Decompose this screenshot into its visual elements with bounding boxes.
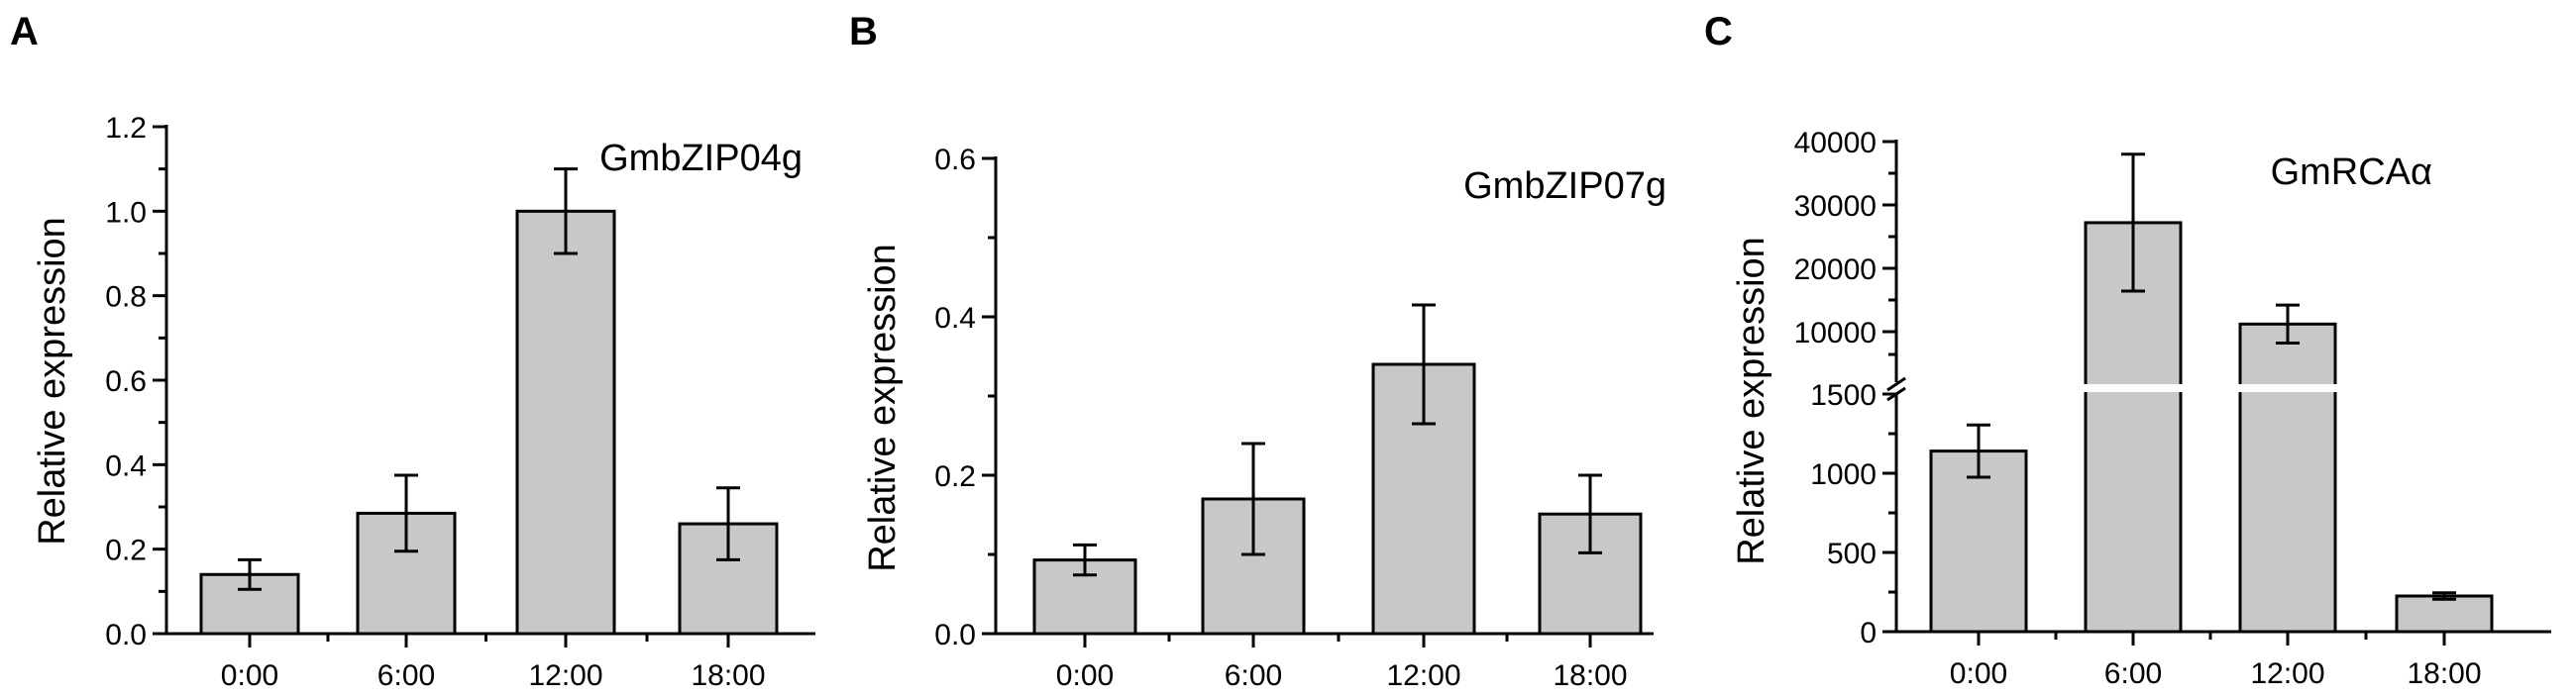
bar-1200 <box>515 209 616 636</box>
x-tick-label: 0:00 <box>1950 657 2007 690</box>
y-tick-label: 1.0 <box>105 196 147 229</box>
panel-label: A <box>10 10 39 53</box>
chart-title: GmRCAα <box>2271 151 2432 193</box>
x-tick-label: 6:00 <box>377 659 435 692</box>
x-tick-label: 12:00 <box>2250 657 2324 690</box>
y-tick-label: 0.6 <box>934 144 976 176</box>
x-tick-label: 18:00 <box>1553 659 1627 692</box>
axis-break-band <box>2238 384 2337 392</box>
y-tick-label: 0.2 <box>934 460 976 493</box>
panel-label: C <box>1704 10 1733 53</box>
chart-title: GmbZIP07g <box>1463 165 1666 207</box>
panel-a: A Relative expression GmbZIP04g 0.0 0.2 0.4 0.… <box>10 10 815 692</box>
y-axis-label: Relative expression <box>32 217 73 546</box>
y-tick-label: 0.8 <box>105 281 147 314</box>
y-tick-label: 0.4 <box>105 449 147 482</box>
panel-c: C Relative expression GmRCAα 0 500 1000 1500 10… <box>1704 10 2551 690</box>
x-tick-label: 12:00 <box>528 659 602 692</box>
x-tick-label: 12:00 <box>1386 659 1460 692</box>
axis-break-band <box>2084 384 2183 392</box>
x-tick-label: 18:00 <box>2407 657 2481 690</box>
y-tick-label: 30000 <box>1794 190 1877 223</box>
x-tick-label: 0:00 <box>1056 659 1114 692</box>
y-tick-label: 0.2 <box>105 535 147 567</box>
bar-1200 <box>2238 322 2337 634</box>
y-tick-label: 10000 <box>1794 317 1877 349</box>
y-tick-label: 20000 <box>1794 253 1877 286</box>
y-tick-label: 0.4 <box>934 302 976 335</box>
axis-break-mark <box>1886 376 1906 392</box>
y-tick-label: 500 <box>1827 538 1877 570</box>
x-tick-label: 6:00 <box>1225 659 1282 692</box>
x-tick-label: 0:00 <box>221 659 278 692</box>
y-tick-label: 0 <box>1860 617 1877 649</box>
y-tick-label: 0.0 <box>934 619 976 651</box>
y-tick-label: 1000 <box>1810 458 1877 491</box>
y-tick-label: 0.6 <box>105 365 147 398</box>
y-axis-label: Relative expression <box>862 244 904 572</box>
y-axis-label: Relative expression <box>1731 237 1772 565</box>
y-tick-label: 0.0 <box>105 619 147 651</box>
y-tick-label: 40000 <box>1794 127 1877 159</box>
x-tick-label: 6:00 <box>2104 657 2162 690</box>
panel-label: B <box>849 10 878 53</box>
bar-1800 <box>2395 594 2494 634</box>
x-tick-label: 18:00 <box>691 659 765 692</box>
y-tick-label: 1500 <box>1810 379 1877 412</box>
y-tick-label: 1.2 <box>105 112 147 145</box>
panel-b: B Relative expression GmbZIP07g 0.0 0.2 0.4 0.… <box>849 10 1666 692</box>
chart-title: GmbZIP04g <box>599 138 803 179</box>
